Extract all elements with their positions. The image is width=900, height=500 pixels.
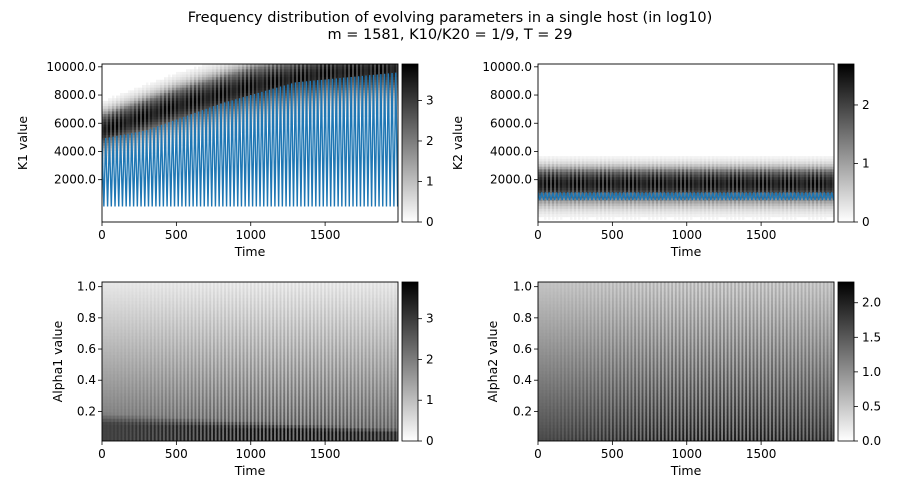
k1-xtick-label: 1000: [235, 228, 266, 242]
k2-heatmap: [538, 156, 834, 220]
alpha2-panel: 0 500 1000 1500 0.2 0.4 0.6 0.8 1.0 Time Alpha2 va…: [485, 280, 881, 478]
alpha2-colorbar-tick-label: 2.0: [862, 296, 881, 310]
alpha1-colorbar-tick-label: 2: [426, 352, 434, 366]
alpha1-xtick-label: 1500: [310, 447, 341, 461]
alpha2-xtick-label: 1500: [746, 447, 777, 461]
alpha2-ytick-label: 0.4: [513, 373, 532, 387]
alpha2-colorbar: [837, 281, 855, 442]
alpha1-ytick-label: 0.4: [77, 373, 96, 387]
alpha1-ytick-label: 0.6: [77, 342, 96, 356]
k2-ytick-label: 6000.0: [490, 116, 532, 130]
alpha1-ylabel: Alpha1 value: [50, 320, 65, 402]
k2-ytick-label: 2000.0: [490, 173, 532, 187]
alpha2-colorbar-tick-label: 0.5: [862, 399, 881, 413]
alpha1-panel: 0 500 1000 1500 0.2 0.4 0.6 0.8 1.0 Time Alpha1 va…: [50, 280, 434, 478]
k2-xtick-label: 1500: [746, 228, 777, 242]
k1-colorbar: [401, 63, 419, 223]
alpha2-colorbar-tick-label: 0.0: [862, 434, 881, 448]
k1-colorbar-tick-label: 2: [426, 134, 434, 148]
k2-ytick-label: 10000.0: [482, 60, 532, 74]
k2-line-series: [538, 192, 834, 201]
alpha1-heatmap: [102, 282, 398, 441]
alpha1-xlabel: Time: [234, 463, 266, 478]
k2-panel: 0 500 1000 1500 2000.0 4000.0 6000.0 8000.0 1000…: [450, 60, 870, 259]
alpha2-ytick-label: 0.2: [513, 404, 532, 418]
k1-xtick-label: 0: [98, 228, 106, 242]
alpha1-ytick-label: 0.2: [77, 404, 96, 418]
alpha1-colorbar-tick-label: 3: [426, 312, 434, 326]
alpha2-ylabel: Alpha2 value: [485, 320, 500, 402]
k2-colorbar-tick-label: 1: [862, 156, 870, 170]
k1-ytick-label: 6000.0: [54, 116, 96, 130]
alpha1-ytick-label: 0.8: [77, 311, 96, 325]
k2-ytick-label: 8000.0: [490, 88, 532, 102]
k1-ytick-label: 8000.0: [54, 88, 96, 102]
k1-ylabel: K1 value: [15, 116, 30, 171]
k2-xtick-label: 500: [601, 228, 624, 242]
k1-ytick-label: 2000.0: [54, 173, 96, 187]
k2-ytick-label: 4000.0: [490, 144, 532, 158]
alpha2-axes-frame: [537, 281, 835, 442]
k1-colorbar-tick-label: 1: [426, 174, 434, 188]
alpha1-colorbar: [401, 281, 419, 442]
k1-heatmap: [102, 64, 398, 207]
alpha1-xtick-label: 500: [165, 447, 188, 461]
k1-ytick-label: 10000.0: [46, 60, 96, 74]
alpha2-colorbar-tick-label: 1.0: [862, 365, 881, 379]
alpha2-heatmap: [538, 282, 834, 441]
k1-line-series: [102, 72, 398, 207]
k1-axes-frame: [101, 63, 399, 223]
alpha1-xtick-label: 0: [98, 447, 106, 461]
k2-colorbar: [837, 63, 855, 223]
alpha1-axes-frame: [101, 281, 399, 442]
figure-title-line1: Frequency distribution of evolving param…: [188, 10, 713, 26]
alpha2-ytick-label: 0.8: [513, 311, 532, 325]
alpha2-colorbar-tick-label: 1.5: [862, 330, 881, 344]
k1-ytick-label: 4000.0: [54, 144, 96, 158]
alpha1-colorbar-tick-label: 1: [426, 393, 434, 407]
alpha1-xtick-label: 1000: [235, 447, 266, 461]
alpha2-xtick-label: 0: [534, 447, 542, 461]
alpha2-ytick-label: 1.0: [513, 280, 532, 294]
k2-ylabel: K2 value: [450, 116, 465, 171]
k2-colorbar-tick-label: 2: [862, 98, 870, 112]
alpha1-ytick-label: 1.0: [77, 280, 96, 294]
k2-axes-frame: [537, 63, 835, 223]
figure-title-line2: m = 1581, K10/K20 = 1/9, T = 29: [327, 27, 572, 43]
k1-colorbar-tick-label: 0: [426, 215, 434, 229]
k1-xtick-label: 1500: [310, 228, 341, 242]
k1-colorbar-tick-label: 3: [426, 93, 434, 107]
alpha1-colorbar-tick-label: 0: [426, 434, 434, 448]
k2-xtick-label: 1000: [671, 228, 702, 242]
k2-xlabel: Time: [670, 244, 702, 259]
k2-colorbar-tick-label: 0: [862, 215, 870, 229]
alpha2-xtick-label: 1000: [671, 447, 702, 461]
k1-xtick-label: 500: [165, 228, 188, 242]
k2-xtick-label: 0: [534, 228, 542, 242]
alpha2-xtick-label: 500: [601, 447, 624, 461]
alpha2-ytick-label: 0.6: [513, 342, 532, 356]
k1-panel: 0 500 1000 1500 2000.0 4000.0 6000.0 8000.0 1000…: [15, 60, 434, 259]
alpha2-xlabel: Time: [670, 463, 702, 478]
k1-xlabel: Time: [234, 244, 266, 259]
